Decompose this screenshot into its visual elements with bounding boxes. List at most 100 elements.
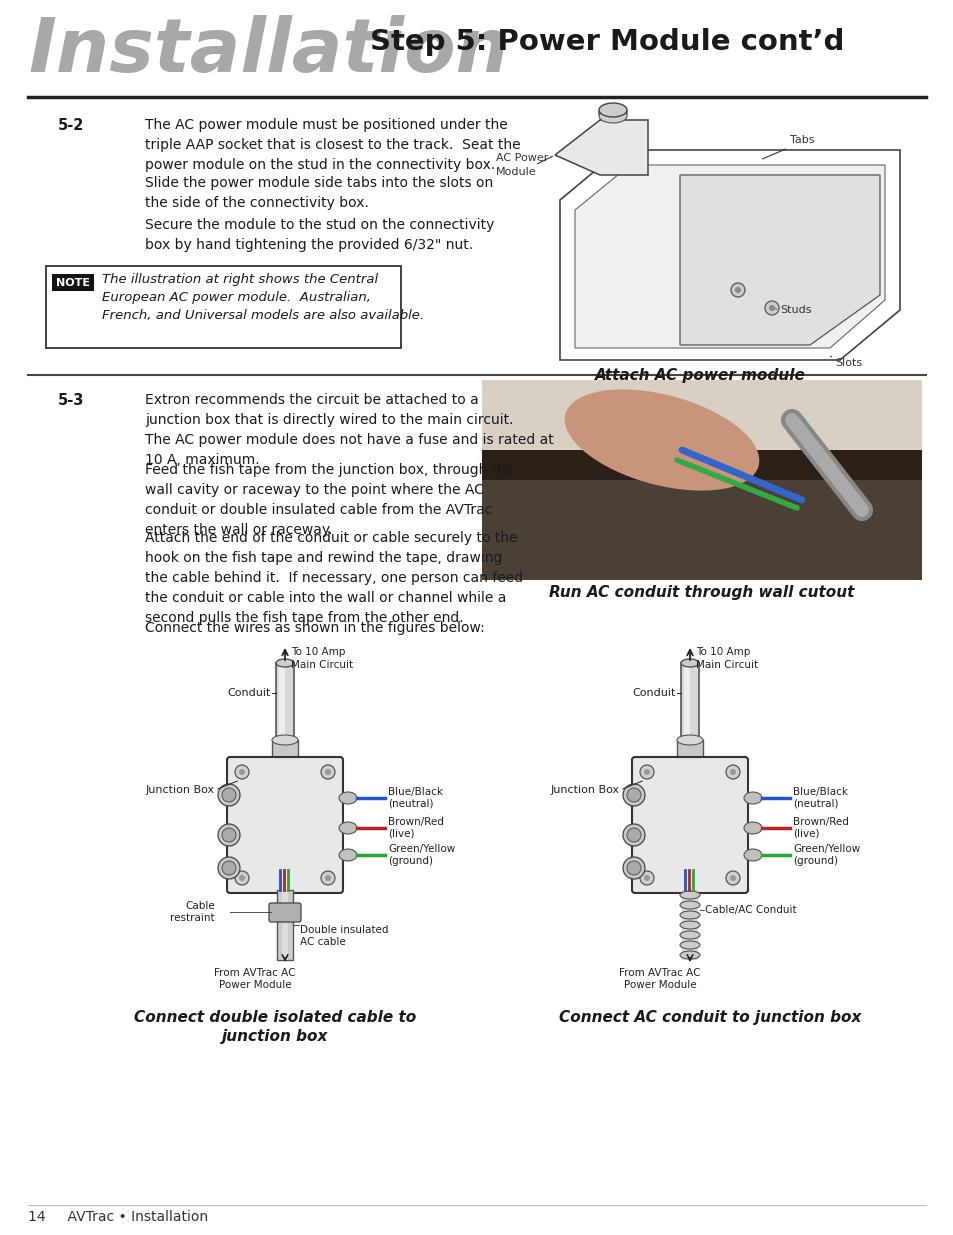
Circle shape [639,764,654,779]
Ellipse shape [598,109,626,124]
Ellipse shape [679,921,700,929]
Text: From AVTrac AC
Power Module: From AVTrac AC Power Module [618,968,700,990]
Circle shape [734,287,740,293]
Ellipse shape [222,861,235,876]
Text: Conduit: Conduit [228,688,271,698]
Text: Junction Box: Junction Box [146,785,214,795]
Ellipse shape [598,103,626,117]
Text: Feed the fish tape from the junction box, through the
wall cavity or raceway to : Feed the fish tape from the junction box… [145,463,514,537]
Ellipse shape [679,890,700,899]
Ellipse shape [338,848,356,861]
Circle shape [239,769,245,776]
Text: Attach AC power module: Attach AC power module [594,368,804,383]
Text: Brown/Red
(live): Brown/Red (live) [388,818,443,839]
Text: Double insulated
AC cable: Double insulated AC cable [299,925,388,947]
Ellipse shape [680,659,699,667]
Bar [276,890,293,960]
Ellipse shape [626,827,640,842]
Text: Conduit: Conduit [632,688,676,698]
Ellipse shape [338,823,356,834]
Ellipse shape [677,735,702,745]
Text: Attach the end of the conduit or cable securely to the
hook on the fish tape and: Attach the end of the conduit or cable s… [145,531,522,625]
Circle shape [643,769,649,776]
Bar [282,890,288,960]
Text: 5-3: 5-3 [58,393,84,408]
Text: Blue/Black
(neutral): Blue/Black (neutral) [792,787,847,809]
Ellipse shape [598,107,626,121]
Bar [683,663,689,760]
Polygon shape [555,120,647,175]
Text: Slide the power module side tabs into the slots on
the side of the connectivity : Slide the power module side tabs into th… [145,177,493,210]
Bar [272,740,297,760]
Ellipse shape [598,105,626,119]
Text: NOTE: NOTE [56,278,90,288]
Text: Run AC conduit through wall cutout: Run AC conduit through wall cutout [549,585,854,600]
Text: Connect AC conduit to junction box: Connect AC conduit to junction box [558,1010,861,1025]
Circle shape [643,876,649,881]
Ellipse shape [679,951,700,960]
Text: To 10 Amp
Main Circuit: To 10 Amp Main Circuit [696,647,758,669]
Text: Green/Yellow
(ground): Green/Yellow (ground) [792,845,860,866]
Text: Extron recommends the circuit be attached to a
junction box that is directly wir: Extron recommends the circuit be attache… [145,393,553,467]
Bar [52,274,94,291]
Ellipse shape [679,931,700,939]
Text: To 10 Amp
Main Circuit: To 10 Amp Main Circuit [291,647,353,669]
Text: Slots: Slots [834,358,862,368]
FancyBboxPatch shape [46,266,400,348]
Text: Secure the module to the stud on the connectivity
box by hand tightening the pro: Secure the module to the stud on the con… [145,219,494,252]
FancyBboxPatch shape [227,757,343,893]
Ellipse shape [743,848,761,861]
Text: Green/Yellow
(ground): Green/Yellow (ground) [388,845,455,866]
Text: Tabs: Tabs [789,135,814,144]
Circle shape [320,764,335,779]
Circle shape [234,764,249,779]
Text: Step 5: Power Module cont’d: Step 5: Power Module cont’d [370,28,843,56]
Polygon shape [679,175,879,345]
Circle shape [764,301,779,315]
Circle shape [639,871,654,885]
FancyBboxPatch shape [269,903,301,923]
Ellipse shape [218,857,240,879]
Text: Cable/AC Conduit: Cable/AC Conduit [704,905,796,915]
Text: Junction Box: Junction Box [550,785,619,795]
Ellipse shape [679,902,700,909]
Ellipse shape [222,788,235,802]
Circle shape [730,283,744,296]
Ellipse shape [338,792,356,804]
Ellipse shape [218,824,240,846]
Ellipse shape [218,784,240,806]
Ellipse shape [222,827,235,842]
Text: The AC power module must be positioned under the
triple AAP socket that is close: The AC power module must be positioned u… [145,119,520,172]
Circle shape [325,769,331,776]
Ellipse shape [622,784,644,806]
Text: The illustration at right shows the Central
European AC power module.  Australia: The illustration at right shows the Cent… [102,273,424,322]
Text: Blue/Black
(neutral): Blue/Black (neutral) [388,787,442,809]
Text: From AVTrac AC
Power Module: From AVTrac AC Power Module [214,968,295,990]
Text: 14     AVTrac • Installation: 14 AVTrac • Installation [28,1210,208,1224]
Text: Connect the wires as shown in the figures below:: Connect the wires as shown in the figure… [145,621,484,635]
Bar [275,663,294,760]
Circle shape [729,769,735,776]
Circle shape [234,871,249,885]
Text: Brown/Red
(live): Brown/Red (live) [792,818,848,839]
Circle shape [725,871,740,885]
Ellipse shape [272,735,297,745]
Bar [677,740,702,760]
Bar [680,663,699,760]
Ellipse shape [626,861,640,876]
Polygon shape [575,165,884,348]
Circle shape [320,871,335,885]
Circle shape [768,305,774,311]
Ellipse shape [275,659,294,667]
Text: 5-2: 5-2 [58,119,84,133]
Bar [481,450,921,480]
Ellipse shape [679,911,700,919]
Text: Cable
restraint: Cable restraint [171,900,214,924]
Text: Studs: Studs [780,305,811,315]
Circle shape [729,876,735,881]
FancyBboxPatch shape [631,757,747,893]
Ellipse shape [622,824,644,846]
Circle shape [239,876,245,881]
Ellipse shape [679,941,700,948]
Ellipse shape [626,788,640,802]
